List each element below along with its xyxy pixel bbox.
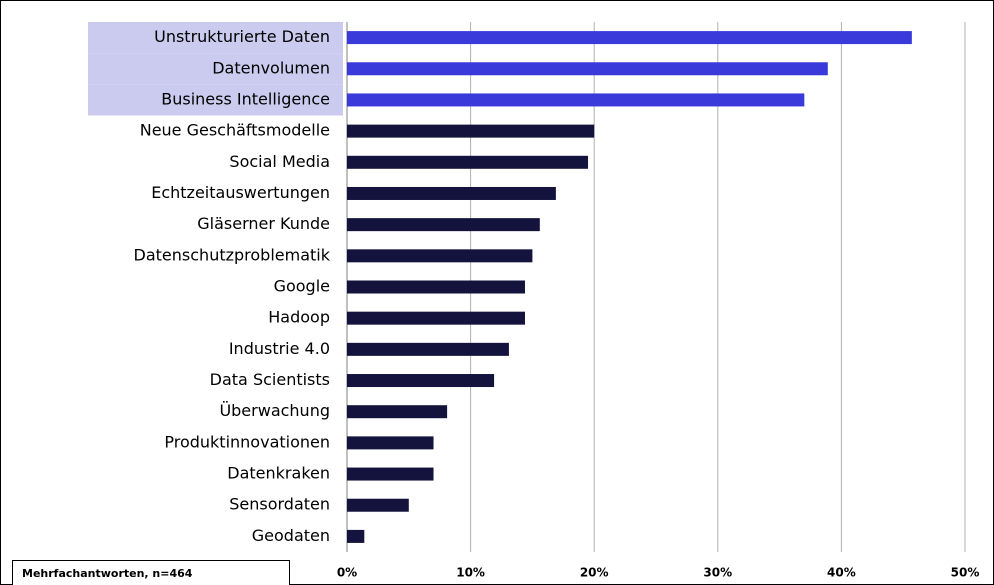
y-tick-label: Data Scientists (210, 370, 330, 389)
y-tick-label: Social Media (229, 152, 330, 171)
bar (347, 498, 409, 512)
bar (347, 405, 448, 419)
y-tick-label: Datenvolumen (212, 58, 330, 77)
bar (347, 62, 828, 76)
bar (347, 124, 595, 138)
y-tick-label: Produktinnovationen (164, 432, 330, 451)
y-tick-label: Datenschutzproblematik (134, 245, 331, 264)
y-tick-label: Gläserner Kunde (197, 214, 330, 233)
x-tick-label: 0% (337, 566, 357, 580)
bar (347, 218, 540, 232)
y-tick-label: Überwachung (219, 401, 330, 420)
x-tick-label: 10% (456, 566, 485, 580)
y-tick-label: Hadoop (268, 308, 330, 327)
bar (347, 342, 509, 356)
y-tick-label: Sensordaten (229, 495, 330, 514)
y-tick-label: Neue Geschäftsmodelle (140, 121, 330, 140)
bar (347, 186, 556, 200)
bar (347, 311, 525, 325)
bar (347, 280, 525, 294)
bar (347, 436, 434, 450)
note-box (12, 560, 290, 585)
bar (347, 467, 434, 481)
x-tick-label: 30% (703, 566, 732, 580)
y-tick-label: Business Intelligence (161, 89, 330, 108)
x-tick-label: 40% (827, 566, 856, 580)
y-tick-label: Google (274, 277, 330, 296)
label-highlight (88, 22, 343, 54)
bar (347, 249, 533, 263)
label-highlight (88, 53, 343, 85)
y-tick-label: Echtzeitauswertungen (151, 183, 330, 202)
label-highlight (88, 84, 343, 116)
y-tick-label: Datenkraken (227, 464, 330, 483)
bar (347, 93, 805, 107)
note: Mehrfachantworten, n=464 (22, 567, 193, 580)
y-tick-label: Unstrukturierte Daten (154, 27, 330, 46)
y-tick-label: Geodaten (252, 526, 330, 545)
bar (347, 31, 912, 45)
bar (347, 155, 589, 169)
x-tick-label: 50% (951, 566, 980, 580)
x-tick-label: 20% (580, 566, 609, 580)
bar (347, 374, 495, 388)
bar (347, 529, 365, 543)
y-tick-label: Industrie 4.0 (229, 339, 330, 358)
